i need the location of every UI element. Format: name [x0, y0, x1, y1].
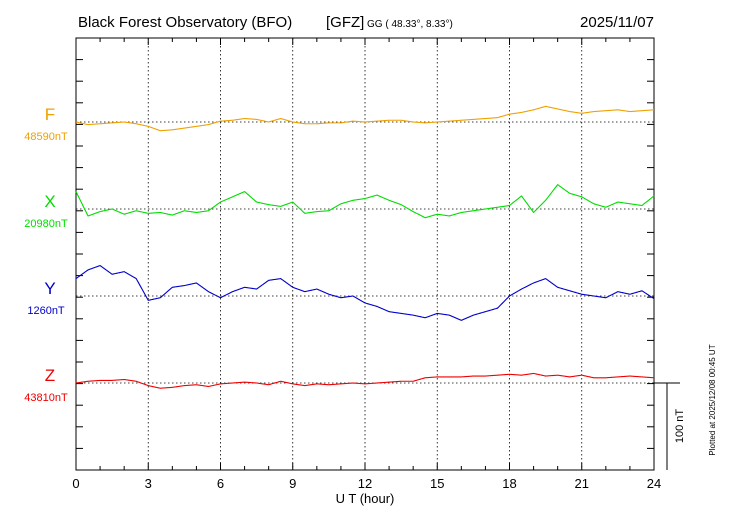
series-baseline-label-y: 1260nT	[27, 305, 65, 317]
baselines	[76, 121, 654, 384]
x-tick-label: 24	[647, 476, 661, 491]
series-line-f	[75, 105, 655, 132]
series-baseline-label-f: 48590nT	[24, 131, 68, 143]
chart-title: Black Forest Observatory (BFO)	[78, 14, 292, 31]
institute-label: [GFZ]	[326, 14, 364, 31]
series-name-z: Z	[45, 366, 55, 385]
x-tick-label: 18	[502, 476, 516, 491]
series-labels: F 48590nT X 20980nT Y 1260nT Z 43810nT	[24, 105, 68, 404]
plotted-timestamp: Plotted at 2025/12/08 00:45 UT	[708, 344, 717, 455]
grid	[147, 38, 583, 470]
x-tick-label: 12	[358, 476, 372, 491]
x-axis-label: U T (hour)	[336, 491, 395, 506]
series-baseline-label-x: 20980nT	[24, 218, 68, 230]
series-name-f: F	[45, 105, 55, 124]
series-lines	[75, 105, 655, 389]
series-name-y: Y	[44, 279, 55, 298]
series-name-x: X	[44, 192, 55, 211]
series-line-y	[75, 264, 655, 321]
x-tick-label: 0	[72, 476, 79, 491]
coordinates-label: GG ( 48.33°, 8.33°)	[367, 19, 453, 30]
x-tick-label: 9	[289, 476, 296, 491]
series-line-z	[75, 372, 655, 389]
x-tick-label: 3	[145, 476, 152, 491]
x-tick-label: 15	[430, 476, 444, 491]
x-tick-labels: 0 3 6 9 12 15 18 21 24	[72, 476, 661, 491]
scale-bar-label: 100 nT	[674, 409, 686, 444]
series-baseline-label-z: 43810nT	[24, 392, 68, 404]
date-label: 2025/11/07	[580, 14, 654, 31]
x-tick-label: 21	[575, 476, 589, 491]
x-tick-label: 6	[217, 476, 224, 491]
series-line-x	[75, 184, 655, 219]
